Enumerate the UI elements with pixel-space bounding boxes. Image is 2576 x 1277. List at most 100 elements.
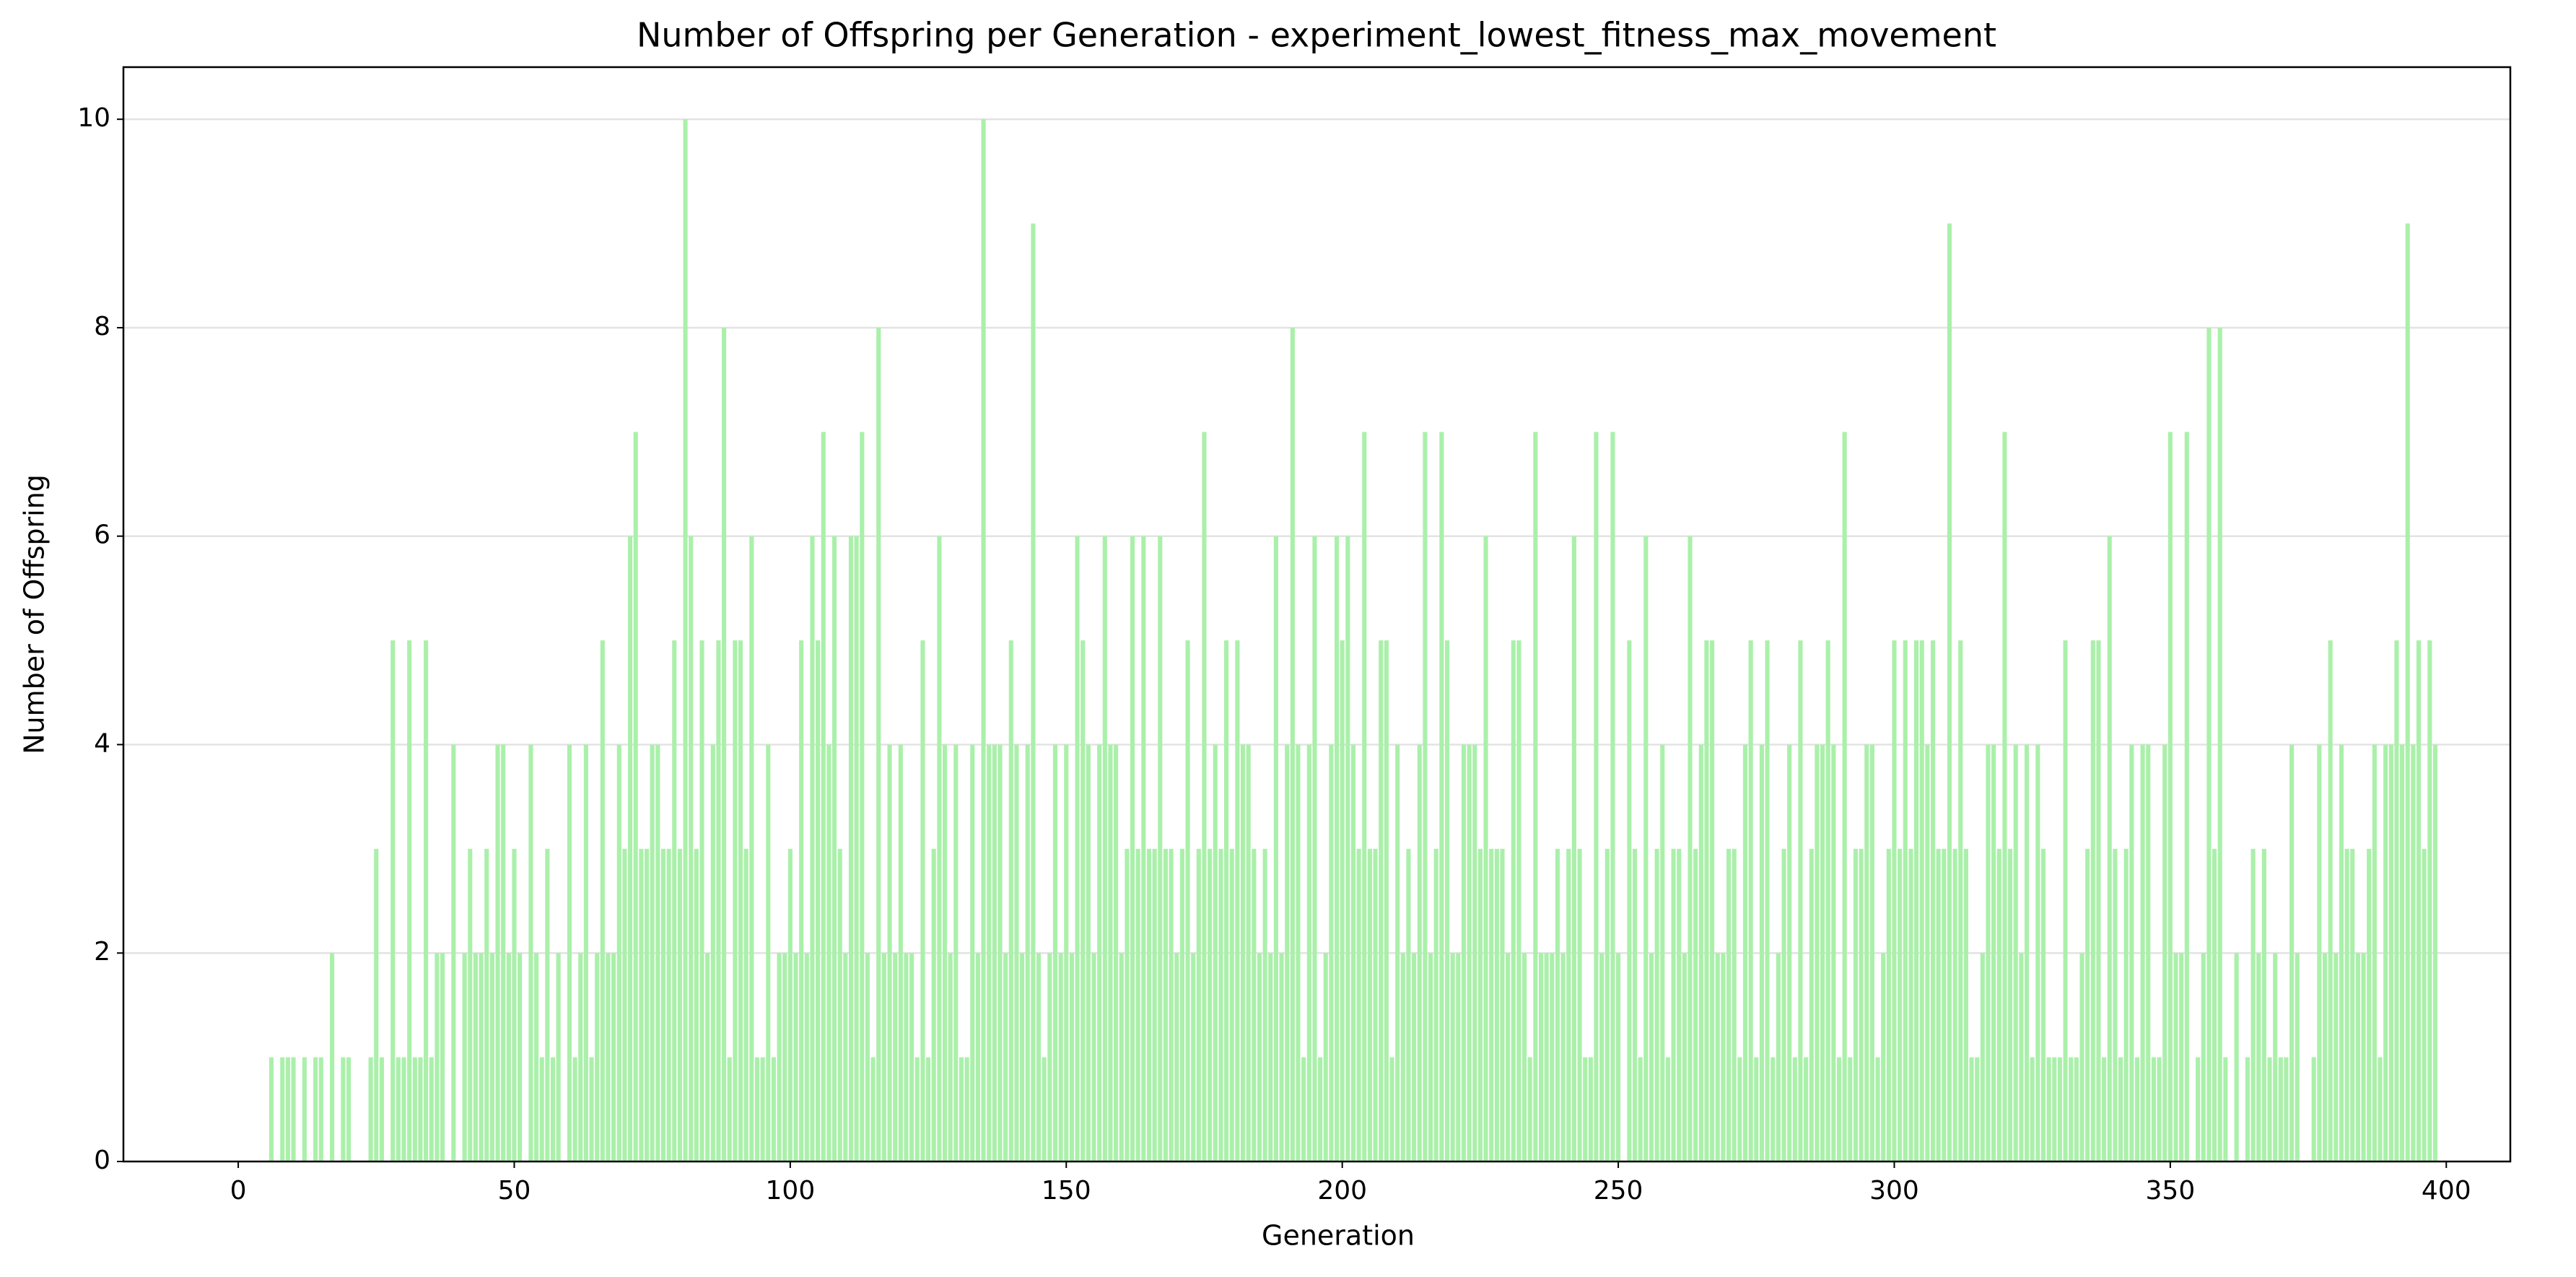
bar (1130, 536, 1135, 1161)
bar (1174, 953, 1179, 1161)
bar (390, 640, 396, 1161)
bar (997, 744, 1003, 1161)
bar (1853, 848, 1859, 1161)
bar (860, 432, 865, 1161)
bar (987, 744, 992, 1161)
bar (1114, 744, 1119, 1161)
bar (1152, 848, 1157, 1161)
bar (2074, 1057, 2079, 1161)
bar (2206, 327, 2212, 1161)
bar (1991, 744, 1996, 1161)
bar (909, 953, 914, 1161)
bar (1671, 848, 1676, 1161)
bar (1969, 1057, 1974, 1161)
bar (727, 1057, 732, 1161)
y-tick-label: 0 (94, 1146, 110, 1175)
bar (2201, 953, 2206, 1161)
bar (1262, 848, 1267, 1161)
bar (2090, 640, 2095, 1161)
bar (2383, 744, 2388, 1161)
bar (1031, 223, 1036, 1162)
bar (401, 1057, 406, 1161)
bar (1715, 953, 1720, 1161)
bar (1036, 953, 1042, 1161)
bar (1125, 848, 1130, 1161)
bar (2250, 848, 2256, 1161)
bar (650, 744, 655, 1161)
bar (1825, 640, 1830, 1161)
bar (1158, 536, 1163, 1161)
bar (914, 1057, 920, 1161)
bar (1886, 848, 1891, 1161)
bar (1296, 744, 1301, 1161)
bar (937, 536, 942, 1161)
bar (959, 1057, 964, 1161)
bar (600, 640, 605, 1161)
bar (368, 1057, 373, 1161)
y-tick-label: 10 (77, 103, 110, 133)
bar (644, 848, 650, 1161)
y-tick-label: 6 (94, 520, 110, 550)
y-tick-label: 2 (94, 937, 110, 967)
bar (1511, 640, 1516, 1161)
bar (1202, 432, 1207, 1161)
bar (1632, 848, 1638, 1161)
bar (512, 848, 517, 1161)
bar (1550, 953, 1555, 1161)
bar (2079, 953, 2084, 1161)
bar (920, 640, 925, 1161)
bar (2057, 1057, 2062, 1161)
bar (2289, 744, 2295, 1161)
bar (1516, 640, 1521, 1161)
bar (1538, 953, 1544, 1161)
bar (2002, 432, 2007, 1161)
bar (1616, 953, 1621, 1161)
x-tick-label: 200 (1317, 1176, 1367, 1206)
bar (539, 1057, 544, 1161)
bar (2102, 1057, 2107, 1161)
bar (2118, 1057, 2123, 1161)
bar (1208, 848, 1213, 1161)
bar (1367, 848, 1372, 1161)
bar (931, 848, 936, 1161)
bar (440, 953, 445, 1161)
bar (2411, 744, 2416, 1161)
bar (1306, 744, 1311, 1161)
bar (2140, 744, 2145, 1161)
x-axis-label: Generation (1262, 1220, 1415, 1252)
bar (1831, 744, 1836, 1161)
bar (2184, 432, 2189, 1161)
bar (1555, 848, 1560, 1161)
bar (1334, 536, 1340, 1161)
bar (1224, 640, 1229, 1161)
bar (804, 953, 809, 1161)
bar (843, 953, 848, 1161)
bar (1875, 1057, 1880, 1161)
bar (1412, 953, 1417, 1161)
bar (2422, 848, 2427, 1161)
bar (2322, 953, 2328, 1161)
bar (451, 744, 456, 1161)
bar (2367, 848, 2372, 1161)
bar (280, 1057, 285, 1161)
bar (1025, 744, 1030, 1161)
bar (694, 848, 699, 1161)
bar (1240, 744, 1246, 1161)
bar (1963, 848, 1968, 1161)
bar (1494, 848, 1499, 1161)
x-tick-label: 100 (766, 1176, 816, 1206)
bar (1119, 953, 1124, 1161)
bar (2361, 953, 2366, 1161)
bar (1185, 640, 1190, 1161)
bar (953, 744, 959, 1161)
bar (1439, 432, 1444, 1161)
bar (1594, 432, 1599, 1161)
y-tick-label: 4 (94, 728, 110, 758)
bar (1869, 744, 1874, 1161)
y-tick-label: 8 (94, 312, 110, 341)
bar (2173, 953, 2178, 1161)
bar (1698, 744, 1703, 1161)
bar (330, 953, 335, 1161)
x-tick-label: 150 (1042, 1176, 1091, 1206)
bar (1191, 953, 1196, 1161)
